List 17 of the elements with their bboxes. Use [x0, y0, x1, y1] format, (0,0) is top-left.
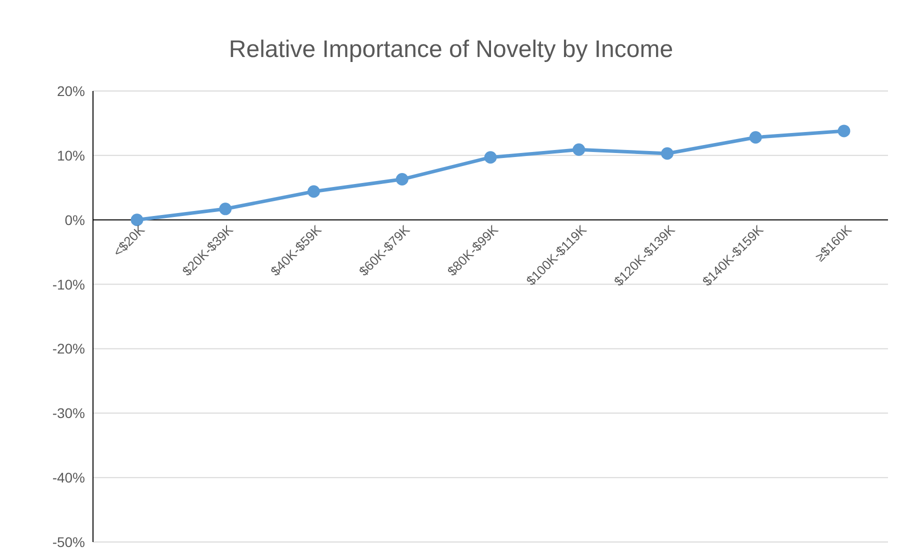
y-tick-label: -10% — [52, 276, 85, 292]
point — [749, 131, 762, 144]
y-tick-label: -30% — [52, 405, 85, 422]
y-tick-label: -50% — [52, 534, 85, 550]
point — [484, 151, 497, 164]
point — [308, 185, 320, 198]
point — [219, 202, 232, 216]
y-tick-label: -20% — [52, 340, 85, 357]
y-tick-label: 10% — [56, 147, 85, 164]
point — [838, 124, 850, 138]
y-tick-label: 20% — [56, 82, 85, 99]
point — [572, 143, 586, 156]
y-tick-label: -40% — [52, 470, 85, 486]
point — [661, 147, 674, 160]
y-tick-label: 0% — [64, 212, 85, 228]
chart-title: Relative Importance of Novelty by Income — [228, 36, 674, 64]
point — [396, 173, 408, 186]
